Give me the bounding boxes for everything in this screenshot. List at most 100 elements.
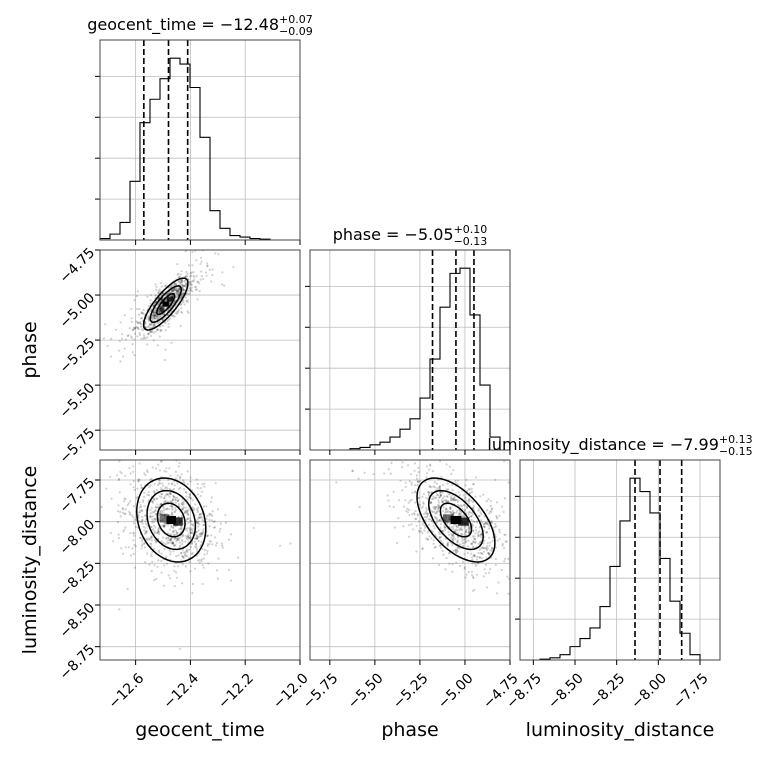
sample-point [146,325,149,328]
panel-title-minus-geocent_time: −0.09 [279,25,313,38]
sample-point [452,453,454,455]
panel-frame [519,459,721,661]
sample-point [197,525,200,528]
sample-point [195,545,198,549]
sample-point [425,537,428,540]
sample-point [154,313,157,316]
sample-point [135,325,138,329]
sample-point [428,491,431,494]
sample-point [164,290,167,293]
sample-point [188,507,191,510]
sample-point [438,485,442,489]
sample-point [427,490,430,493]
sample-point [205,274,208,277]
sample-point [447,500,450,503]
sample-point [166,507,169,510]
sample-point [452,549,455,553]
sample-point [464,529,467,533]
sample-point [490,510,493,513]
sample-point [439,487,442,491]
sample-point [307,438,309,440]
sample-point [452,536,455,539]
sample-point [167,322,170,325]
sample-point [189,532,193,535]
sample-point [486,547,489,550]
sample-point [150,294,153,297]
sample-point [160,571,163,574]
sample-point [160,487,163,490]
sample-point [189,546,192,549]
sample-point [231,245,233,247]
sample-point [182,288,185,291]
sample-point [208,514,211,517]
sample-point [529,584,531,586]
sample-point [118,491,121,494]
sample-point [206,265,209,268]
sample-point [150,555,153,558]
sample-point [451,509,455,512]
sample-point [206,262,209,265]
sample-point [440,522,443,526]
sample-point [191,531,194,534]
sample-point [162,484,165,487]
sample-point [153,313,156,316]
sample-point [227,538,230,541]
sample-point [206,543,209,546]
sample-point [372,473,375,476]
sample-point [138,333,141,336]
sample-point [175,537,178,540]
sample-point [479,511,482,514]
sample-point [182,480,186,483]
sample-point [488,512,491,515]
sample-point [184,506,187,509]
sample-point [335,481,338,484]
sample-point [186,548,189,551]
sample-point [167,318,170,321]
sample-point [152,548,155,551]
title-prefix: phase = [333,225,405,244]
sample-point [405,509,408,513]
sample-point [153,314,156,317]
sample-point [144,520,147,523]
sample-point [145,552,149,555]
sample-point [392,505,395,509]
sample-point [173,287,176,290]
sample-point [127,502,130,505]
sample-point [417,480,420,483]
sample-point [472,554,475,557]
sample-point [203,548,206,552]
sample-point [455,511,458,514]
sample-point [401,461,404,464]
sample-point [464,496,467,499]
sample-point [472,505,475,508]
sample-point [454,481,458,484]
sample-point [425,476,428,479]
sample-point [171,513,174,516]
sample-point [156,298,160,301]
sample-point [169,500,172,503]
sample-point [196,554,199,558]
sample-point [437,486,441,489]
sample-point [186,310,189,313]
sample-point [171,499,174,502]
sample-point [151,466,154,469]
sample-point [133,327,136,330]
sample-point [218,530,221,533]
sample-point [155,317,158,320]
sample-point [133,299,136,302]
sample-point [140,520,143,523]
sample-point [181,289,184,292]
sample-point [152,331,155,334]
sample-point [156,344,159,347]
sample-point [176,289,179,292]
sample-point [146,343,149,346]
sample-point [180,302,183,306]
sample-point [140,505,143,508]
sample-point [149,525,153,528]
sample-point [447,531,450,534]
sample-point [188,530,192,533]
sample-point [131,328,135,332]
sample-point [404,499,407,502]
sample-point [135,320,138,323]
sample-point [193,537,197,540]
